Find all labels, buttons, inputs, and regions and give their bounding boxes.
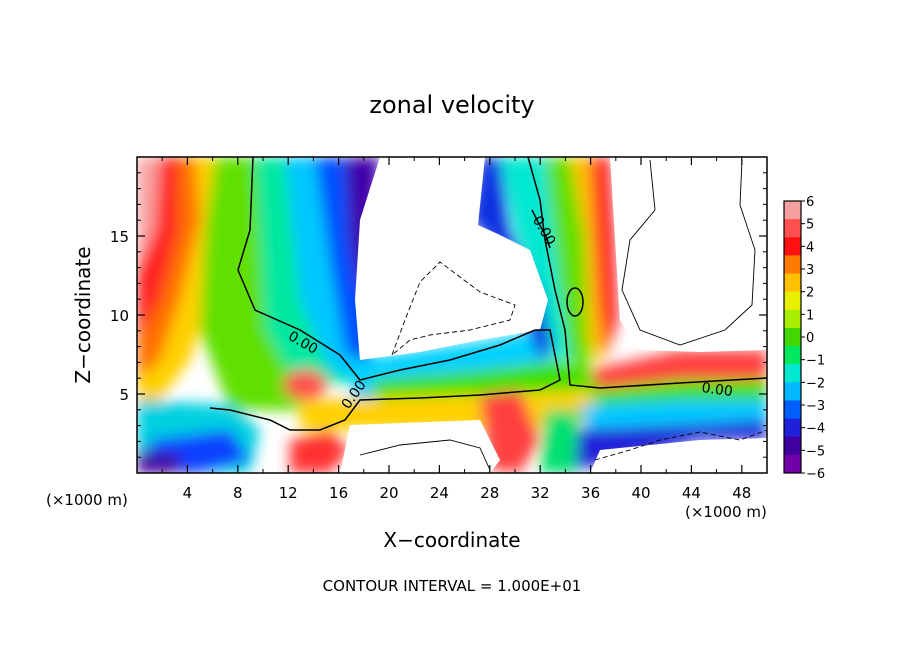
y-axis-label: Z−coordinate [71, 246, 95, 383]
y-tick-label: 10 [110, 307, 129, 325]
contour-label: 0.00 [701, 380, 734, 400]
x-tick-label: 28 [480, 484, 499, 502]
colorbar-swatch [784, 346, 801, 365]
colorbar-swatch [784, 255, 801, 275]
colorbar-tick-label: −5 [806, 444, 825, 459]
colorbar-swatch [784, 201, 801, 220]
colorbar-swatch [784, 382, 801, 401]
x-axis-ticks: 4 8 12 16 20 24 28 32 36 40 44 48 [161, 157, 751, 502]
colorbar-tick-label: 2 [806, 286, 814, 301]
colorbar-tick-label: −2 [806, 376, 825, 391]
colorbar-swatch [784, 273, 801, 293]
colorbar-swatch [784, 291, 801, 311]
colorbar-tick-label: 6 [806, 195, 814, 210]
x-tick-label: 16 [329, 484, 348, 502]
x-tick-label: 48 [732, 484, 751, 502]
x-axis-label: X−coordinate [383, 528, 520, 552]
x-tick-label: 24 [430, 484, 449, 502]
colorbar-swatch [784, 418, 801, 438]
plot-area: 0.000.000.000.00 4 8 12 16 20 24 28 32 36 40 44 48 … [110, 156, 768, 502]
x-tick-label: 32 [531, 484, 550, 502]
x-tick-label: 12 [279, 484, 298, 502]
colorbar-swatch [784, 327, 801, 347]
x-tick-label: 36 [581, 484, 600, 502]
colorbar-swatch [784, 309, 801, 329]
x-tick-label: 40 [631, 484, 650, 502]
colorbar-tick-label: −6 [806, 467, 825, 482]
colorbar-swatch [784, 436, 801, 456]
x-unit-left: (×1000 m) [46, 491, 128, 509]
colorbar-tick-label: −1 [806, 354, 825, 369]
colorbar-tick-label: 1 [806, 308, 814, 323]
colorbar-swatch [784, 237, 801, 256]
y-tick-label: 15 [110, 228, 129, 246]
colorbar-swatch [784, 454, 801, 474]
chart-title: zonal velocity [369, 91, 534, 119]
colorbar-tick-label: 3 [806, 263, 814, 278]
colorbar-tick-label: −3 [806, 399, 825, 414]
colorbar-tick-label: 5 [806, 218, 814, 233]
dashed-contours [390, 261, 767, 461]
x-tick-label: 20 [379, 484, 398, 502]
contour-lines [209, 157, 767, 431]
colorbar-tick-label: −4 [806, 422, 825, 437]
velocity-field [137, 157, 767, 473]
colorbar-swatch [784, 400, 801, 420]
y-axis-ticks: 5 10 15 [110, 172, 767, 458]
colorbar-swatch [784, 364, 801, 383]
x-unit-right: (×1000 m) [685, 503, 767, 521]
thin-contours [359, 159, 756, 471]
x-tick-label: 44 [682, 484, 701, 502]
x-tick-label: 8 [233, 484, 243, 502]
colorbar-swatch [784, 219, 801, 238]
y-tick-label: 5 [119, 386, 129, 404]
footer-text: CONTOUR INTERVAL = 1.000E+01 [323, 577, 582, 595]
colorbar-tick-label: 0 [806, 331, 814, 346]
x-tick-label: 4 [183, 484, 193, 502]
colorbar-tick-label: 4 [806, 240, 814, 255]
colorbar: 6 5 4 3 2 1 0 −1 −2 −3 −4 −5 −6 [783, 195, 825, 482]
